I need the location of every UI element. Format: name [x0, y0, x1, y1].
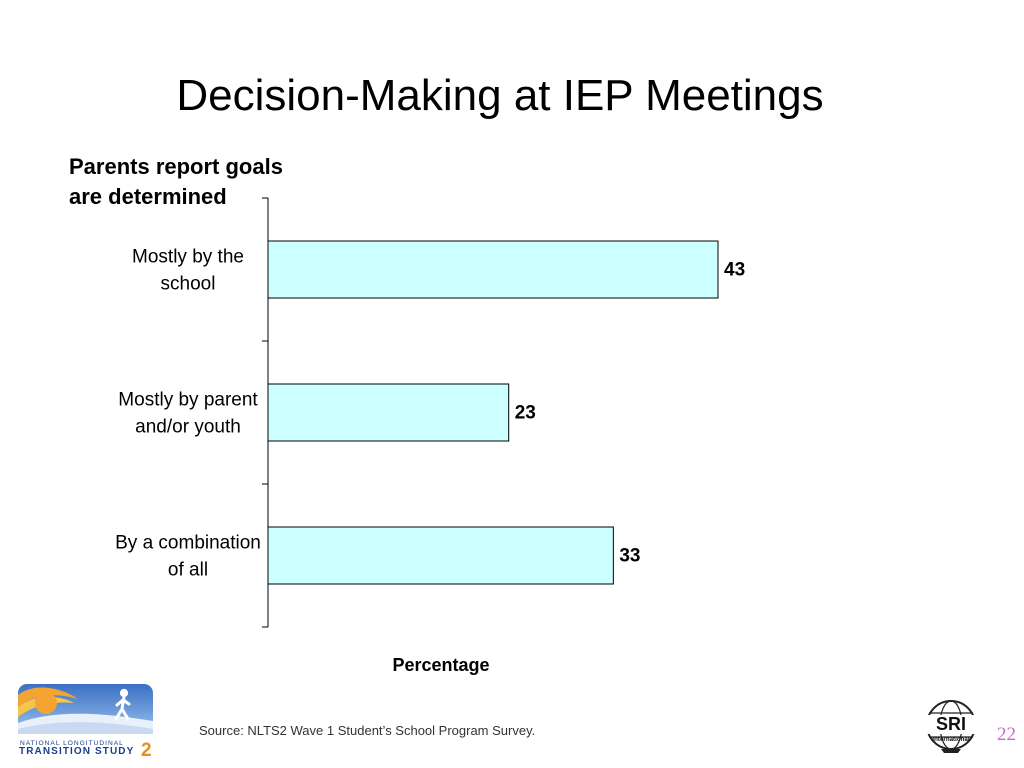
data-label: 23	[515, 403, 536, 424]
sri-logo-text: SRI	[936, 714, 966, 734]
x-axis-title: Percentage	[392, 655, 489, 675]
sri-logo-subtext: International	[932, 736, 969, 743]
nlts-logo-line-1: NATIONAL LONGITUDINAL	[20, 740, 124, 747]
chart-labels: 43 Mostly by the school 23 Mostly by parent a…	[115, 247, 745, 581]
nlts-logo-number: 2	[141, 740, 152, 757]
category-label: Mostly by the school	[132, 247, 244, 295]
group-label-line-2: are determined	[69, 184, 227, 209]
group-label-line-1: Parents report goals	[69, 154, 283, 179]
source-note: Source: NLTS2 Wave 1 Student’s School Pr…	[199, 723, 536, 738]
sri-international-logo: SRI International	[923, 700, 979, 753]
data-label: 43	[724, 260, 745, 281]
chart-axis	[262, 197, 269, 628]
page-number: 22	[997, 724, 1016, 745]
category-label: Mostly by parent and/or youth	[118, 390, 258, 438]
nlts2-logo: NATIONAL LONGITUDINAL TRANSITION STUDY 2	[18, 684, 153, 757]
category-group-label: Parents report goals are determined	[69, 152, 339, 212]
bar	[267, 240, 719, 299]
nlts-logo-line-2: TRANSITION STUDY	[19, 746, 134, 757]
bar	[267, 383, 510, 442]
category-label: By a combination of all	[115, 533, 261, 581]
slide-title: Decision-Making at IEP Meetings	[176, 71, 824, 120]
bar	[267, 526, 614, 585]
chart-bars	[267, 240, 719, 585]
data-label: 33	[619, 546, 640, 567]
